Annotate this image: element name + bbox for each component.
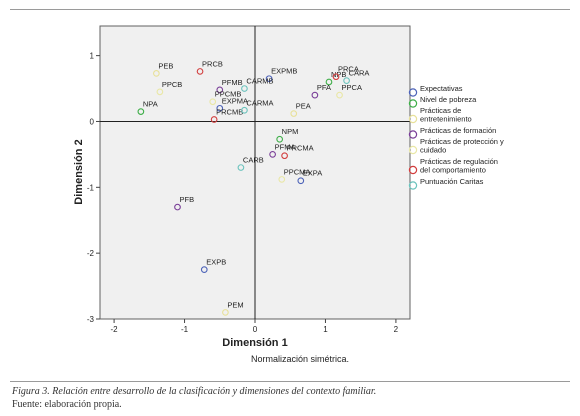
point-label: CARMA <box>246 98 273 107</box>
data-point <box>216 104 224 112</box>
point-label: PFMB <box>222 78 243 87</box>
point-label: CARA <box>349 69 370 78</box>
data-point <box>297 177 305 185</box>
point-label: NPM <box>282 127 299 136</box>
point-label: PEB <box>158 61 173 70</box>
x-tick-label: 0 <box>253 325 258 334</box>
legend-label: Nivel de pobreza <box>420 95 477 104</box>
legend-marker <box>408 130 418 139</box>
point-label: PRCA <box>338 65 359 74</box>
data-point <box>281 152 288 160</box>
legend-marker <box>408 114 418 124</box>
point-label: EXPMB <box>271 67 297 76</box>
point-label: PRCMB <box>216 107 243 116</box>
y-tick-label: 0 <box>90 117 95 126</box>
y-axis-title: Dimensión 2 <box>73 139 85 204</box>
data-point <box>276 135 284 143</box>
point-label: CARMB <box>246 77 273 86</box>
data-point <box>153 70 160 77</box>
data-point <box>278 176 286 183</box>
data-point <box>137 108 145 115</box>
point-label: PPCA <box>342 83 362 92</box>
legend-marker <box>408 165 418 175</box>
x-tick-label: -2 <box>111 325 119 334</box>
data-point <box>241 85 248 92</box>
point-label: NPB <box>331 70 346 79</box>
data-point <box>216 86 224 94</box>
y-tick-label: -3 <box>87 315 95 324</box>
x-axis-title: Dimensión 1 <box>222 337 287 349</box>
point-label: PFMA <box>275 142 296 151</box>
axis-ticks: -2 -1 0 1 2 -3 -2 -1 0 1 <box>87 52 399 334</box>
data-point <box>156 88 164 96</box>
point-label: PRCB <box>202 59 223 68</box>
point-label: PFB <box>180 195 195 204</box>
data-point <box>200 266 208 273</box>
point-label: PFA <box>317 83 331 92</box>
data-point <box>325 78 333 86</box>
x-tick-label: 2 <box>394 325 399 334</box>
figure-text: Relación entre desarrollo de la clasific… <box>52 386 377 397</box>
legend-label: Prácticas de entretenimiento <box>420 106 472 124</box>
data-point <box>241 106 248 114</box>
figure-label: Figura 3. <box>12 386 50 397</box>
point-label: PEA <box>296 102 311 111</box>
data-point <box>332 73 340 81</box>
data-point <box>196 68 204 75</box>
point-label: NPA <box>143 100 158 109</box>
data-point <box>343 77 350 84</box>
data-point <box>265 75 273 83</box>
point-label: EXPB <box>206 258 226 267</box>
data-point <box>336 91 343 99</box>
data-point <box>174 203 181 211</box>
data-point <box>209 98 217 106</box>
bottom-rule <box>10 381 570 382</box>
x-tick-label: -1 <box>181 325 189 334</box>
data-point <box>269 151 276 158</box>
legend-label: Prácticas de protección y cuidado <box>420 137 504 155</box>
x-tick-label: 1 <box>323 325 328 334</box>
legend-label: Prácticas de regulación del comportamient… <box>420 157 498 175</box>
scatter-chart: -2 -1 0 1 2 -3 -2 -1 0 1 EXPMB EXPMA EXPA EXPB NPB NPA… <box>73 25 504 364</box>
point-label: EXPMA <box>222 96 248 105</box>
legend-marker <box>408 181 418 190</box>
point-label: CARB <box>243 156 264 165</box>
point-label: EXPA <box>303 169 322 178</box>
y-tick-label: -2 <box>87 249 95 258</box>
legend-label: Expectativas <box>420 84 463 93</box>
point-label: PRCMA <box>287 144 314 153</box>
legend-marker <box>408 145 418 155</box>
y-tick-label: -1 <box>87 183 95 192</box>
data-point <box>311 91 319 99</box>
legend-marker <box>408 99 418 108</box>
legend-marker <box>408 88 418 97</box>
point-label: PPCMA <box>284 167 311 176</box>
figure-caption: Figura 3. Relación entre desarrollo de l… <box>12 386 376 397</box>
reference-lines <box>100 26 410 319</box>
data-point <box>210 116 218 123</box>
data-points: EXPMB EXPMA EXPA EXPB NPB NPA NPM PEB PEA PEM PFMB… <box>137 59 370 316</box>
data-point <box>290 110 298 117</box>
legend: Expectativas Nivel de pobreza Prácticas de… <box>408 84 504 190</box>
legend-label: Puntuación Caritas <box>420 177 484 186</box>
point-label: PPCMB <box>215 90 242 99</box>
data-point <box>222 309 229 316</box>
figure-source: Fuente: elaboración propia. <box>12 399 122 410</box>
point-label: PEM <box>227 300 243 309</box>
legend-label: Prácticas de formación <box>420 126 496 135</box>
point-label: PPCB <box>162 80 182 89</box>
chart-subtitle: Normalización simétrica. <box>251 354 349 364</box>
y-tick-label: 1 <box>90 52 95 61</box>
data-point <box>237 164 245 171</box>
top-rule <box>10 9 570 10</box>
